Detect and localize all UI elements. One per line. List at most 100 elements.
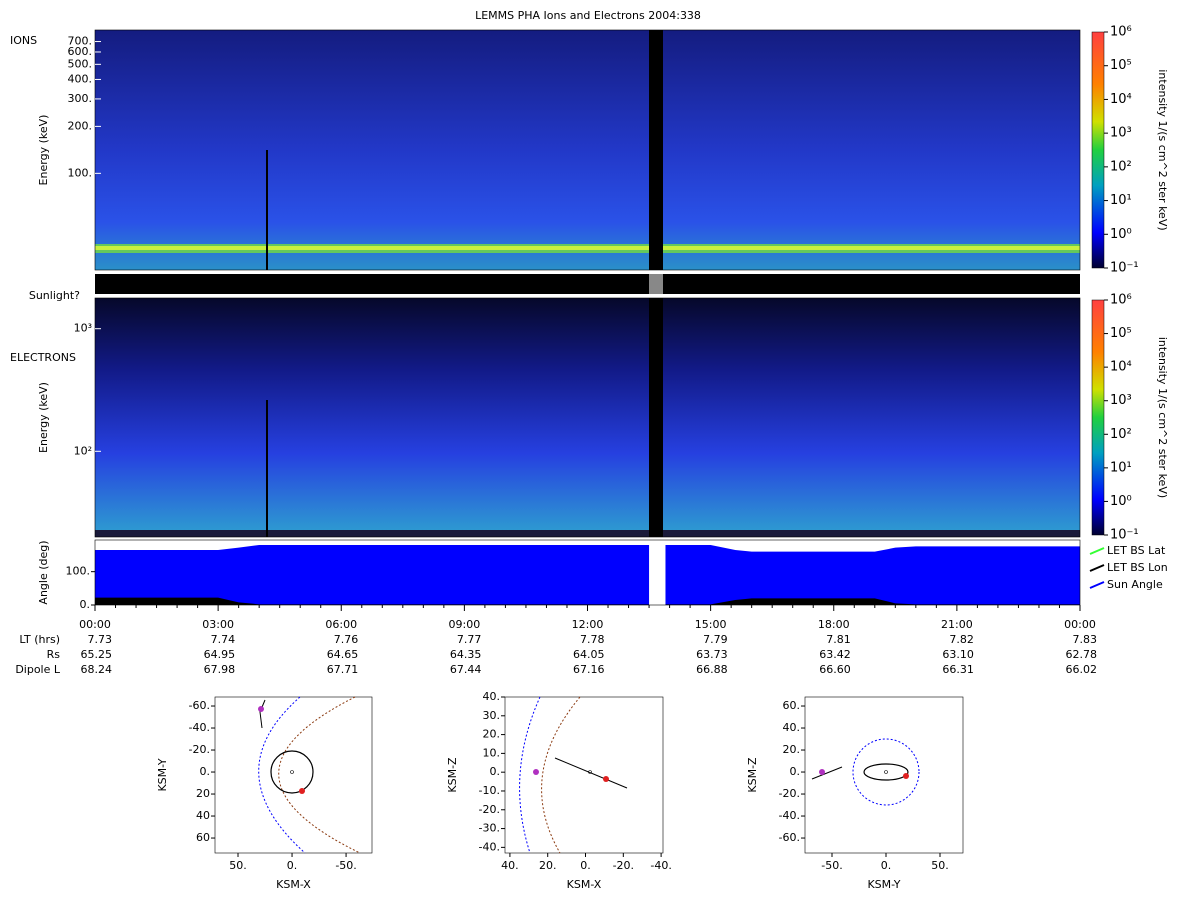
colorbar-tick-label: 10⁻¹: [1110, 528, 1139, 543]
legend-swatch: [1089, 581, 1105, 589]
y-tick-label: 40.: [783, 721, 801, 734]
legend-swatch: [1089, 564, 1105, 572]
colorbar-tick-label: 10⁴: [1110, 92, 1132, 107]
colorbar-tick-label: 10⁻¹: [1110, 261, 1139, 276]
ephemeris-value: 65.25: [81, 648, 113, 661]
colorbar-tick-label: 10²: [1110, 159, 1132, 174]
colorbar-tick-label: 10⁶: [1110, 293, 1132, 308]
y-tick-label: 20: [196, 787, 210, 800]
x-tick-label: 18:00: [818, 618, 850, 631]
sunlight-bar: [95, 274, 1080, 294]
y-tick-label: -20.: [479, 803, 500, 816]
frame: [94, 29, 1081, 271]
colorbar-tick-label: 10⁶: [1110, 25, 1132, 40]
y-tick-label: 100.: [68, 166, 93, 179]
y-tick-label: -30.: [479, 822, 500, 835]
orbit-frame: [214, 696, 373, 854]
frame: [94, 297, 1081, 538]
orbit-frame: [504, 696, 664, 854]
y-axis-label: Angle (deg): [37, 540, 50, 604]
ephemeris-value: 66.31: [942, 663, 974, 676]
y-tick-label: 700.: [68, 35, 93, 48]
y-tick-label: 500.: [68, 57, 93, 70]
y-tick-label: 0.: [200, 765, 211, 778]
data-gap: [266, 400, 268, 537]
x-tick-label: 50.: [931, 859, 949, 872]
y-tick-label: -20.: [779, 787, 800, 800]
y-tick-label: 30.: [483, 709, 501, 722]
ephemeris-value: 7.76: [334, 633, 359, 646]
legend-swatch: [1089, 547, 1105, 555]
ephemeris-value: 63.42: [819, 648, 851, 661]
y-tick-label: 20.: [783, 743, 801, 756]
y-tick-label: 60.: [783, 699, 801, 712]
x-tick-label: 0.: [287, 859, 298, 872]
ephemeris-value: 63.10: [942, 648, 974, 661]
y-tick-label: 0.: [490, 765, 501, 778]
y-tick-label: 400.: [68, 72, 93, 85]
colorbar-tick-label: 10⁵: [1110, 326, 1132, 341]
x-tick-label: -50.: [821, 859, 842, 872]
y-tick-label: -60.: [189, 699, 210, 712]
ephemeris-value: 7.79: [703, 633, 728, 646]
panel-label: IONS: [10, 34, 37, 47]
x-tick-label: 12:00: [572, 618, 604, 631]
ephemeris-value: 7.78: [580, 633, 605, 646]
legend-label: LET BS Lat: [1107, 544, 1166, 557]
data-gap: [266, 150, 268, 270]
x-tick-label: 0.: [580, 859, 591, 872]
y-axis-label: KSM-Z: [746, 757, 759, 793]
x-tick-label: 40.: [501, 859, 519, 872]
y-axis-label: KSM-Y: [156, 758, 169, 791]
data-gap: [649, 298, 663, 537]
y-tick-label: 60: [196, 831, 210, 844]
y-tick-label: 600.: [68, 45, 93, 58]
y-axis-label: KSM-Z: [446, 757, 459, 793]
ephemeris-value: 64.05: [573, 648, 605, 661]
data-gap: [649, 30, 663, 270]
ephemeris-value: 7.77: [457, 633, 482, 646]
ephemeris-value: 64.95: [204, 648, 236, 661]
x-tick-label: 00:00: [79, 618, 111, 631]
colorbar: [1091, 31, 1105, 269]
orbit-markers: [258, 706, 909, 794]
orbit-curves: [258, 696, 920, 854]
ephemeris-value: 66.60: [819, 663, 851, 676]
ephemeris-value: 67.16: [573, 663, 605, 676]
colorbar-tick-label: 10⁴: [1110, 360, 1132, 375]
chart-title: LEMMS PHA Ions and Electrons 2004:338: [475, 9, 701, 22]
colorbar-tick-label: 10³: [1110, 393, 1132, 408]
ephemeris-value: 63.73: [696, 648, 728, 661]
ephemeris-value: 64.35: [450, 648, 482, 661]
x-tick-label: 20.: [539, 859, 557, 872]
ephemeris-label: Rs: [47, 648, 61, 661]
ephemeris-value: 67.71: [327, 663, 359, 676]
ephemeris-value: 68.24: [81, 663, 113, 676]
y-axis-label: Energy (keV): [37, 382, 50, 453]
colorbar-tick-label: 10²: [1110, 427, 1132, 442]
ephemeris-value: 67.98: [204, 663, 236, 676]
y-tick-label: 10²: [74, 444, 92, 457]
legend-label: LET BS Lon: [1107, 561, 1168, 574]
y-tick-label: 200.: [68, 119, 93, 132]
y-tick-label: 20.: [483, 728, 501, 741]
x-tick-label: 06:00: [325, 618, 357, 631]
y-tick-label: 0.: [80, 598, 91, 611]
colorbar-label: intensity 1/(s cm^2 ster keV): [1156, 337, 1169, 498]
ephemeris-label: LT (hrs): [19, 633, 60, 646]
x-tick-label: 21:00: [941, 618, 973, 631]
ephemeris-value: 62.78: [1066, 648, 1098, 661]
y-tick-label: -40.: [479, 840, 500, 853]
y-tick-label: -10.: [479, 784, 500, 797]
colorbar-tick-label: 10¹: [1110, 460, 1132, 475]
x-tick-label: -40.: [650, 859, 671, 872]
ephemeris-value: 64.65: [327, 648, 359, 661]
colorbar-tick-label: 10⁵: [1110, 58, 1132, 73]
legend-label: Sun Angle: [1107, 578, 1163, 591]
x-tick-label: -20.: [613, 859, 634, 872]
y-tick-label: -40.: [189, 721, 210, 734]
y-tick-label: -40.: [779, 809, 800, 822]
area: [95, 597, 1080, 605]
spectrogram-ions: [95, 30, 1080, 270]
y-tick-label: -60.: [779, 831, 800, 844]
